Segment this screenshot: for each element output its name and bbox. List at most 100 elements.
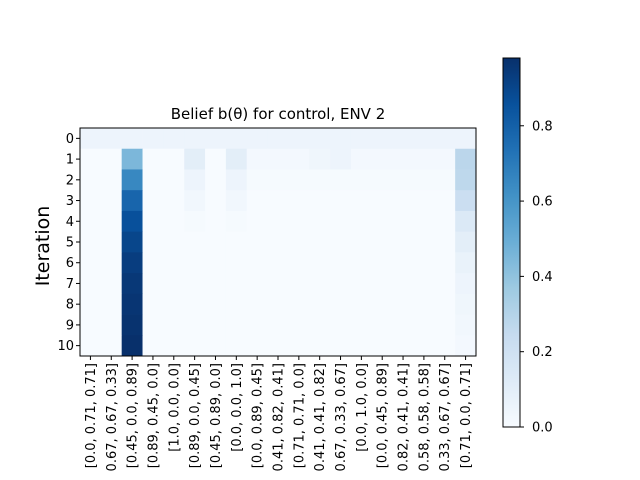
y-tick-label: 1	[66, 153, 74, 168]
heatmap-cell	[225, 128, 248, 150]
heatmap-cell	[225, 273, 248, 295]
heatmap-cell	[246, 293, 268, 315]
heatmap-cell	[371, 148, 394, 170]
heatmap-cell	[434, 231, 456, 253]
heatmap-cell	[288, 293, 310, 315]
heatmap-cell	[163, 148, 185, 170]
heatmap-cell	[330, 231, 352, 253]
y-tick-label: 8	[66, 298, 74, 313]
heatmap-cell	[163, 190, 185, 212]
heatmap-cell	[121, 231, 143, 253]
heatmap-cell	[455, 293, 477, 315]
heatmap-cell	[205, 314, 227, 336]
heatmap-cell	[142, 148, 164, 170]
heatmap-cell	[288, 148, 310, 170]
heatmap-cell	[142, 293, 164, 315]
y-tick-label: 7	[66, 277, 74, 292]
heatmap-cell	[371, 335, 394, 357]
chart-title: Belief b(θ) for control, ENV 2	[171, 105, 386, 123]
heatmap-cell	[163, 128, 185, 150]
heatmap-cell	[184, 231, 206, 253]
y-axis-ticks: 0 1 2 3 4 5 6 7 8 9 10	[57, 132, 80, 354]
x-tick-label: [0.45, 0.0, 0.89]	[126, 363, 141, 468]
heatmap-cell	[246, 314, 268, 336]
y-tick-label: 10	[57, 339, 74, 354]
heatmap-cell	[371, 231, 394, 253]
heatmap-cell	[205, 148, 227, 170]
heatmap-cell	[330, 252, 352, 274]
colorbar	[503, 58, 520, 427]
heatmap-cell	[163, 314, 185, 336]
colorbar-tick-label: 0.8	[532, 119, 553, 134]
x-tick-label: [1.0, 0.0, 0.0]	[167, 363, 182, 452]
x-tick-label: 0.82, 0.41, 0.41]	[397, 363, 412, 471]
heatmap-cell	[267, 273, 289, 295]
colorbar-tick-label: 0.2	[532, 345, 553, 360]
heatmap-cell	[455, 231, 477, 253]
heatmap-cell	[267, 169, 289, 191]
heatmap-cell	[413, 293, 435, 315]
heatmap-cell	[371, 128, 394, 150]
heatmap-cell	[330, 128, 352, 150]
heatmap-cell	[246, 210, 268, 233]
heatmap-cell	[267, 314, 289, 336]
heatmap-cell	[309, 128, 331, 150]
heatmap-cell	[184, 314, 206, 336]
heatmap-cell	[455, 128, 477, 150]
heatmap-cell	[225, 148, 248, 170]
heatmap-cell	[288, 252, 310, 274]
heatmap-cell	[246, 335, 268, 357]
heatmap-cell	[413, 169, 435, 191]
heatmap-cell	[455, 314, 477, 336]
heatmap-cell	[413, 273, 435, 295]
heatmap-cell	[350, 293, 373, 315]
y-tick-label: 3	[66, 194, 74, 209]
heatmap-cell	[392, 169, 414, 191]
heatmap-cell	[288, 169, 310, 191]
heatmap-cell	[80, 148, 102, 170]
heatmap-cell	[184, 169, 206, 191]
heatmap-cell	[80, 231, 102, 253]
heatmap-cell	[184, 148, 206, 170]
heatmap-cell	[309, 190, 331, 212]
heatmap-cell	[225, 231, 248, 253]
heatmap-cell	[309, 252, 331, 274]
heatmap-cell	[350, 190, 373, 212]
heatmap-cell	[142, 335, 164, 357]
heatmap-cell	[434, 314, 456, 336]
heatmap-cell	[205, 169, 227, 191]
heatmap-cell	[392, 293, 414, 315]
heatmap-cell	[80, 169, 102, 191]
x-tick-label: [0.71, 0.71, 0.0]	[292, 363, 307, 468]
heatmap-cell	[163, 293, 185, 315]
heatmap-cell	[350, 314, 373, 336]
heatmap-cell	[184, 273, 206, 295]
heatmap-cell	[267, 128, 289, 150]
heatmap-cell	[100, 314, 123, 336]
heatmap-cell	[205, 128, 227, 150]
y-tick-label: 6	[66, 256, 74, 271]
heatmap-cell	[163, 335, 185, 357]
heatmap-cell	[434, 169, 456, 191]
heatmap-cell	[225, 335, 248, 357]
heatmap-cell	[434, 252, 456, 274]
x-tick-label: 0.58, 0.58, 0.58]	[417, 363, 432, 471]
heatmap-cell	[100, 273, 123, 295]
y-tick-label: 2	[66, 173, 74, 188]
colorbar-tick-label: 0.6	[532, 195, 553, 210]
heatmap-cell	[80, 128, 102, 150]
heatmap-cell	[267, 148, 289, 170]
heatmap-cell	[413, 148, 435, 170]
heatmap-cell	[121, 128, 143, 150]
heatmap-cell	[413, 314, 435, 336]
heatmap-cell	[455, 335, 477, 357]
heatmap-cell	[184, 293, 206, 315]
heatmap-cell	[371, 273, 394, 295]
heatmap-cell	[350, 231, 373, 253]
heatmap-cell	[350, 335, 373, 357]
x-tick-label: [0.0, 0.0, 1.0]	[230, 363, 245, 452]
heatmap-cell	[142, 252, 164, 274]
heatmap-cell	[121, 335, 143, 357]
heatmap-cell	[371, 314, 394, 336]
heatmap-cell	[121, 148, 143, 170]
